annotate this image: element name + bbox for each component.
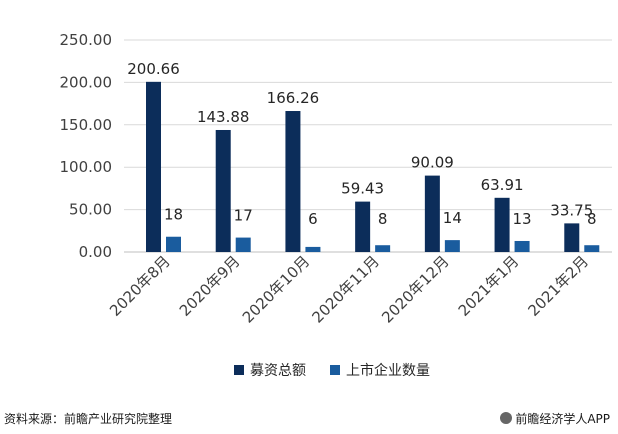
legend-swatch-1 [330, 365, 340, 375]
bar-0-5 [494, 197, 510, 252]
x-tick-label-4: 2020年12月 [378, 252, 452, 326]
data-label-1-0: 18 [164, 206, 183, 224]
data-label-1-5: 13 [513, 210, 532, 228]
bar-1-2 [305, 246, 321, 252]
data-label-0-0: 200.66 [127, 60, 180, 78]
data-label-1-1: 17 [234, 207, 253, 225]
x-tick-label-3: 2020年11月 [309, 252, 383, 326]
bar-0-4 [424, 175, 440, 252]
bar-0-1 [215, 129, 231, 252]
data-label-0-6: 33.75 [550, 201, 593, 219]
data-label-0-1: 143.88 [197, 108, 250, 126]
bar-1-0 [166, 236, 181, 252]
y-tick-label-2: 100.00 [60, 158, 113, 176]
brand-logo-icon [500, 412, 513, 424]
bar-0-2 [285, 111, 301, 252]
x-tick-label-2: 2020年10月 [239, 252, 313, 326]
y-tick-label-5: 250.00 [60, 31, 113, 49]
data-label-0-5: 63.91 [481, 176, 524, 194]
x-tick-label-0: 2020年8月 [106, 252, 174, 320]
legend-swatch-0 [234, 365, 244, 375]
source-note: 资料来源：前瞻产业研究院整理 [4, 412, 173, 426]
y-tick-label-3: 150.00 [60, 116, 113, 134]
bar-1-4 [444, 240, 460, 252]
bar-0-0 [146, 81, 161, 252]
data-label-1-4: 14 [443, 209, 462, 227]
bar-0-3 [355, 201, 371, 252]
data-label-1-6: 8 [587, 210, 597, 228]
y-tick-label-4: 200.00 [60, 73, 113, 91]
data-label-1-3: 8 [378, 210, 388, 228]
legend-label-0: 募资总额 [250, 363, 306, 379]
x-tick-label-6: 2021年2月 [524, 252, 592, 320]
bar-1-3 [375, 245, 391, 252]
brand-text: 前瞻经济学人APP [515, 412, 610, 426]
data-label-1-2: 6 [308, 210, 318, 228]
x-tick-label-5: 2021年1月 [455, 252, 523, 320]
bar-1-6 [584, 245, 600, 252]
legend-label-1: 上市企业数量 [346, 362, 430, 379]
data-label-0-4: 90.09 [411, 154, 454, 172]
bar-0-6 [564, 223, 580, 252]
brand-label: 前瞻经济学人APP [500, 410, 610, 427]
bar-chart: 0.00 50.00 100.00 150.00 200.00 250.00 200.66 1… [60, 31, 612, 379]
y-tick-label-1: 50.00 [69, 201, 112, 219]
x-tick-label-1: 2020年9月 [176, 252, 244, 320]
data-label-0-2: 166.26 [267, 89, 320, 107]
bar-1-5 [514, 240, 530, 252]
chart-footer: 资料来源：前瞻产业研究院整理 前瞻经济学人APP [0, 406, 618, 434]
bar-1-1 [235, 237, 251, 252]
data-label-0-3: 59.43 [341, 180, 384, 198]
y-tick-label-0: 0.00 [79, 243, 112, 261]
